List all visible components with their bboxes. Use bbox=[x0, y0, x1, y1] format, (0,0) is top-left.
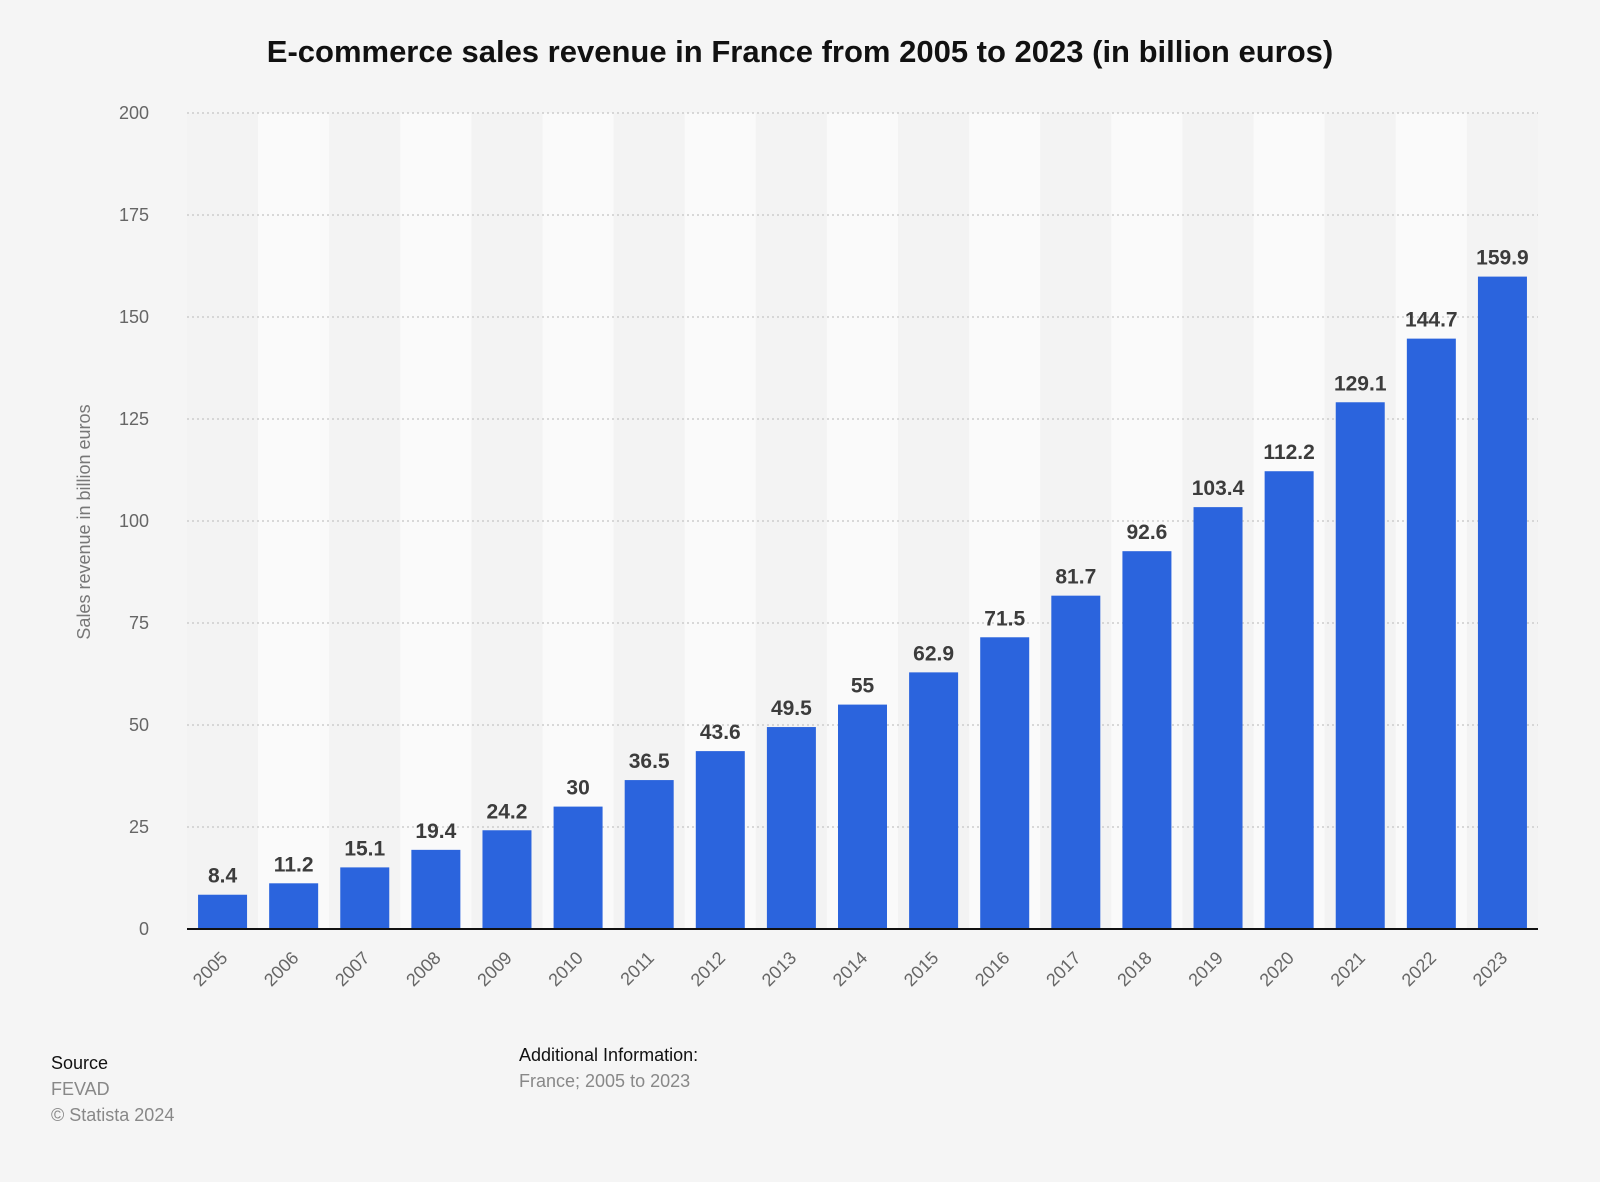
y-tick-label: 150 bbox=[119, 307, 149, 327]
bar bbox=[1051, 595, 1101, 929]
bar bbox=[269, 883, 319, 929]
x-tick-label: 2006 bbox=[260, 948, 302, 990]
data-label: 92.6 bbox=[1126, 521, 1167, 544]
y-axis-label: Sales revenue in billion euros bbox=[74, 404, 94, 639]
y-tick-label: 200 bbox=[119, 103, 149, 123]
y-tick-label: 125 bbox=[119, 409, 149, 429]
x-tick-label: 2015 bbox=[900, 948, 942, 990]
x-tick-label: 2018 bbox=[1113, 948, 1155, 990]
data-label: 81.7 bbox=[1055, 566, 1096, 589]
data-label: 43.6 bbox=[700, 721, 741, 744]
y-tick-label: 75 bbox=[129, 613, 149, 633]
bar bbox=[1406, 338, 1456, 929]
x-tick-label: 2010 bbox=[544, 948, 586, 990]
x-tick-label: 2007 bbox=[331, 948, 373, 990]
bar bbox=[909, 672, 959, 929]
x-tick-label: 2019 bbox=[1184, 948, 1226, 990]
data-label: 62.9 bbox=[913, 642, 954, 665]
x-tick-label: 2023 bbox=[1469, 948, 1511, 990]
additional-info-heading: Additional Information: bbox=[519, 1045, 699, 1065]
data-label: 159.9 bbox=[1476, 247, 1529, 270]
x-tick-label: 2014 bbox=[829, 948, 871, 990]
data-label: 15.1 bbox=[344, 837, 385, 860]
data-label: 55 bbox=[851, 675, 875, 698]
y-tick-label: 100 bbox=[119, 511, 149, 531]
bar bbox=[1193, 507, 1243, 929]
column-band bbox=[400, 113, 472, 929]
copyright: © Statista 2024 bbox=[51, 1105, 175, 1125]
y-tick-label: 50 bbox=[129, 715, 149, 735]
data-label: 19.4 bbox=[415, 820, 456, 843]
bar bbox=[624, 780, 674, 929]
source-name[interactable]: FEVAD bbox=[51, 1079, 110, 1099]
data-label: 129.1 bbox=[1334, 372, 1387, 395]
x-tick-label: 2012 bbox=[687, 948, 729, 990]
x-tick-label: 2017 bbox=[1042, 948, 1084, 990]
bar bbox=[766, 727, 816, 929]
bar bbox=[1477, 276, 1527, 929]
chart-title: E-commerce sales revenue in France from … bbox=[266, 34, 1334, 69]
bar bbox=[1122, 551, 1172, 929]
y-tick-label: 25 bbox=[129, 817, 149, 837]
x-tick-label: 2005 bbox=[189, 948, 231, 990]
bar bbox=[695, 751, 745, 929]
x-tick-label: 2016 bbox=[971, 948, 1013, 990]
data-label: 112.2 bbox=[1263, 441, 1314, 464]
data-label: 30 bbox=[566, 777, 589, 800]
x-tick-label: 2009 bbox=[473, 948, 515, 990]
x-tick-label: 2022 bbox=[1398, 948, 1440, 990]
bar bbox=[482, 830, 532, 929]
y-tick-label: 0 bbox=[139, 919, 149, 939]
bar bbox=[980, 637, 1030, 929]
x-tick-label: 2011 bbox=[616, 948, 658, 990]
data-label: 36.5 bbox=[629, 750, 670, 773]
data-label: 103.4 bbox=[1192, 477, 1245, 500]
bar bbox=[1264, 471, 1314, 929]
data-label: 24.2 bbox=[487, 800, 528, 823]
x-tick-label: 2020 bbox=[1256, 948, 1298, 990]
bar bbox=[1335, 402, 1385, 930]
bar bbox=[340, 867, 390, 929]
x-tick-label: 2013 bbox=[758, 948, 800, 990]
data-label: 11.2 bbox=[274, 853, 314, 876]
data-label: 8.4 bbox=[208, 865, 238, 888]
bar bbox=[553, 806, 603, 929]
y-tick-label: 175 bbox=[119, 205, 149, 225]
source-heading: Source bbox=[51, 1053, 109, 1073]
column-band bbox=[329, 113, 401, 929]
x-tick-label: 2021 bbox=[1327, 948, 1369, 990]
data-label: 71.5 bbox=[984, 607, 1025, 630]
data-label: 49.5 bbox=[771, 697, 812, 720]
bar bbox=[198, 894, 248, 929]
bar bbox=[838, 704, 887, 929]
additional-info-text: France; 2005 to 2023 bbox=[519, 1071, 691, 1091]
data-label: 144.7 bbox=[1405, 309, 1458, 332]
x-tick-label: 2008 bbox=[402, 948, 444, 990]
bar bbox=[411, 849, 461, 929]
